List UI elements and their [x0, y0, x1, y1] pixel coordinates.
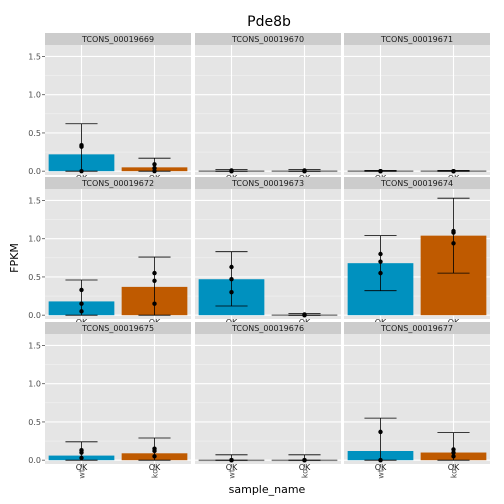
facet-strip: [195, 322, 341, 334]
facet-panel: TCONS_00019673OKOK: [195, 177, 341, 327]
panel-background: [195, 45, 341, 175]
replicate-point: [79, 455, 84, 461]
replicate-point: [79, 309, 84, 314]
y-tick-label: 0.5: [28, 418, 41, 427]
facet-panel: TCONS_00019676 OK OK: [195, 322, 341, 472]
qc-label: OK: [299, 463, 311, 472]
replicate-point: [152, 270, 157, 276]
facet-strip-label: TCONS_00019673: [231, 179, 304, 188]
replicate-point: [302, 457, 307, 463]
y-tick-label: 1.5: [28, 196, 41, 205]
replicate-point: [451, 228, 456, 234]
replicate-point: [152, 301, 157, 306]
facet-strip: [195, 33, 341, 45]
y-tick-label: 0.5: [28, 129, 41, 138]
replicate-point: [229, 264, 234, 270]
y-tick-label: 0.0: [28, 167, 41, 176]
y-tick-label: 1.5: [28, 341, 41, 350]
qc-label: OK: [448, 463, 460, 472]
facet-strip: [344, 177, 490, 189]
replicate-point: [451, 454, 456, 459]
replicate-point: [378, 259, 383, 264]
facet-strip-label: TCONS_00019671: [380, 35, 453, 44]
qc-label: OK: [375, 463, 387, 472]
y-tick-label: 0.0: [28, 311, 41, 320]
facet-panel: TCONS_00019670OKOK: [195, 33, 341, 183]
y-axis-title: FPKM: [8, 243, 21, 273]
facet-strip: [45, 33, 191, 45]
replicate-point: [79, 448, 84, 453]
facet-strip-label: TCONS_00019677: [380, 324, 453, 333]
replicate-point: [152, 162, 157, 167]
y-tick-label: 1.0: [28, 380, 41, 389]
x-tick-label: ko: [151, 469, 160, 478]
x-tick-label: ko: [301, 469, 310, 478]
facet-panel: TCONS_00019672OKOK: [45, 177, 191, 327]
replicate-point: [152, 168, 157, 174]
replicate-point: [79, 142, 84, 148]
replicate-point: [378, 251, 383, 257]
replicate-point: [229, 290, 234, 295]
panel-background: [45, 334, 191, 464]
x-axis-title: sample_name: [229, 483, 306, 496]
replicate-point: [229, 168, 234, 173]
replicate-point: [378, 429, 383, 435]
x-tick-label: wt: [377, 469, 386, 479]
replicate-point: [152, 446, 157, 451]
chart-title: Pde8b: [247, 14, 291, 30]
facet-strip: [344, 33, 490, 45]
y-tick-label: 0.0: [28, 456, 41, 465]
facet-strip: [45, 322, 191, 334]
facet-strip-label: TCONS_00019672: [81, 179, 154, 188]
replicate-point: [451, 447, 456, 452]
x-tick-label: wt: [228, 469, 237, 479]
facet-panel: TCONS_00019674OKOK: [344, 177, 490, 327]
facet-strip-label: TCONS_00019669: [81, 35, 154, 44]
facet-panel: TCONS_00019675 OK OK: [45, 322, 191, 472]
facet-panel: TCONS_00019669OKOK: [45, 33, 191, 183]
replicate-point: [79, 287, 84, 293]
facet-panel: TCONS_00019671OKOK: [344, 33, 490, 183]
y-tick-label: 0.5: [28, 273, 41, 282]
replicate-point: [378, 270, 383, 276]
facet-strip-label: TCONS_00019670: [231, 35, 304, 44]
replicate-point: [451, 450, 456, 455]
y-tick-label: 1.5: [28, 52, 41, 61]
y-tick-label: 1.0: [28, 91, 41, 100]
replicate-point: [302, 312, 307, 317]
replicate-point: [79, 168, 84, 174]
x-axis: wt ko wt ko wt ko: [78, 464, 459, 479]
facet-strip: [195, 177, 341, 189]
panel-background: [195, 334, 341, 464]
panel-background: [45, 45, 191, 175]
facet-panels: TCONS_00019669OKOKTCONS_00019670OKOKTCON…: [45, 33, 490, 472]
replicate-point: [229, 277, 234, 282]
x-tick-label: ko: [450, 469, 459, 478]
replicate-point: [229, 457, 234, 463]
replicate-point: [378, 457, 383, 463]
facet-strip-label: TCONS_00019675: [81, 324, 154, 333]
qc-label: OK: [149, 463, 161, 472]
replicate-point: [152, 454, 157, 459]
replicate-point: [451, 168, 456, 174]
facet-strip-label: TCONS_00019674: [380, 179, 453, 188]
y-tick-label: 1.0: [28, 235, 41, 244]
panel-background: [344, 45, 490, 175]
replicate-point: [451, 241, 456, 246]
replicate-point: [378, 168, 383, 174]
replicate-point: [152, 165, 157, 171]
facet-strip: [45, 177, 191, 189]
replicate-point: [302, 168, 307, 173]
facet-strip: [344, 322, 490, 334]
replicate-point: [152, 278, 157, 283]
qc-label: OK: [226, 463, 238, 472]
facet-panel: TCONS_00019677 OK OK: [344, 322, 490, 472]
panel-background: [344, 334, 490, 464]
qc-label: OK: [76, 463, 88, 472]
y-axes: 0.0 0.5 1.0 1.5 0.0 0.5 1.0 1.5 0.0 0.5 1.0 1.5: [28, 52, 45, 465]
x-tick-label: wt: [78, 469, 87, 479]
replicate-point: [79, 301, 84, 306]
facet-strip-label: TCONS_00019676: [231, 324, 304, 333]
